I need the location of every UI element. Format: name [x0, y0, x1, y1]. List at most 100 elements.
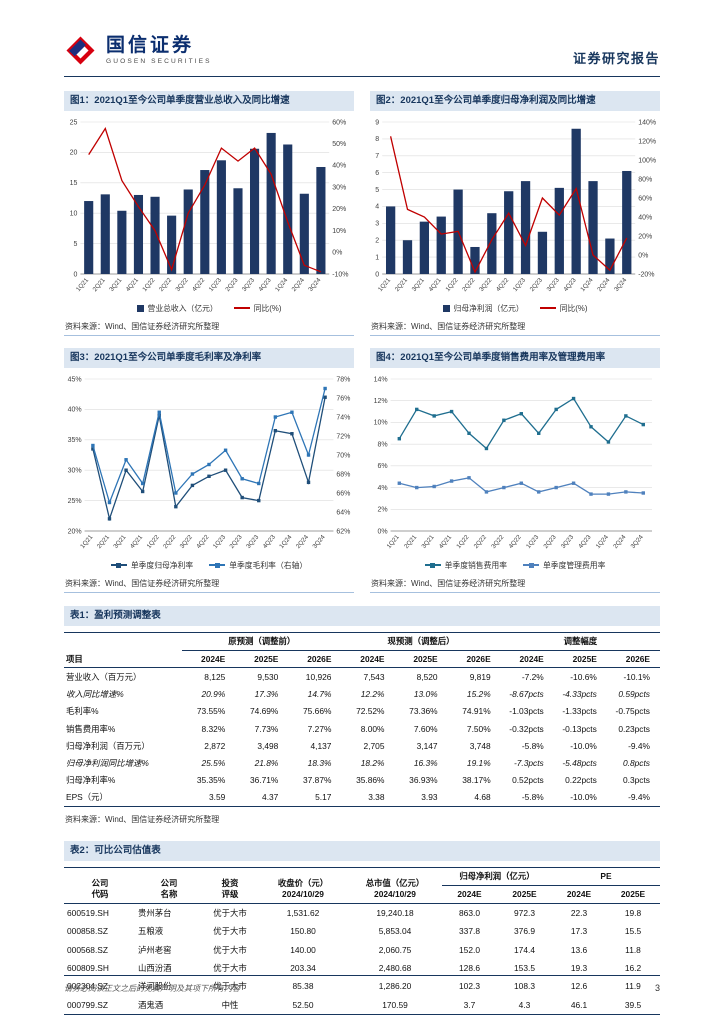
- cell-value: 170.59: [382, 999, 408, 1010]
- svg-text:140%: 140%: [638, 119, 656, 126]
- cell-value: 15.5: [624, 926, 642, 937]
- cell-value: 102.3: [459, 981, 480, 992]
- cell-value: -7.3pcts: [513, 758, 544, 768]
- svg-text:4Q22: 4Q22: [508, 533, 524, 550]
- cell-value: -0.75pcts: [615, 706, 650, 717]
- cell-value: 2,872: [204, 740, 226, 751]
- cell-value: 7,543: [363, 672, 385, 683]
- svg-text:62%: 62%: [336, 528, 350, 535]
- cell-value: 25.5%: [201, 758, 226, 768]
- cell-value: 9,530: [257, 672, 279, 683]
- svg-text:1Q24: 1Q24: [278, 533, 294, 550]
- legend-line-swatch: [209, 562, 226, 568]
- svg-text:3Q22: 3Q22: [490, 533, 506, 550]
- source-note: 资料来源：Wind、国信证券经济研究所整理: [64, 317, 354, 336]
- svg-text:3Q22: 3Q22: [174, 276, 190, 293]
- svg-text:4: 4: [375, 204, 379, 211]
- profit-forecast-section: 表1：盈利预测调整表 项目 原预测（调整前） 现预测（调整后） 调整幅度 202…: [64, 605, 660, 828]
- svg-text:68%: 68%: [336, 471, 350, 478]
- company-name: 泸州老窖: [138, 944, 172, 955]
- cell-value: 128.6: [459, 963, 480, 973]
- cell-value: 74.91%: [462, 706, 491, 717]
- cell-value: 0.8pcts: [622, 758, 650, 768]
- source-note: 资料来源：Wind、国信证券经济研究所整理: [64, 574, 354, 593]
- svg-text:6: 6: [375, 170, 379, 177]
- svg-text:2Q22: 2Q22: [162, 533, 178, 550]
- cell-value: -5.48pcts: [562, 758, 597, 768]
- table-row: 归母净利润（百万元） 2,872 3,498 4,137 2,705 3,147 3,748…: [64, 737, 660, 754]
- cell-value: 36.71%: [249, 775, 279, 786]
- legend-item: 单季度销售费用率: [424, 560, 507, 571]
- source-note: 资料来源：Wind、国信证券经济研究所整理: [370, 574, 660, 593]
- cell-value: -10.6%: [570, 672, 597, 683]
- svg-text:2Q24: 2Q24: [291, 276, 307, 293]
- cell-value: 3.93: [421, 792, 438, 803]
- svg-text:0: 0: [375, 271, 379, 278]
- row-label: 归母净利润同比增速%: [66, 758, 149, 768]
- cell-value: -4.33pcts: [562, 689, 597, 700]
- svg-text:3Q24: 3Q24: [307, 276, 323, 293]
- company-name: 洋河股份: [138, 981, 172, 992]
- svg-text:72%: 72%: [336, 433, 350, 440]
- svg-text:45%: 45%: [68, 376, 82, 383]
- company-name: 贵州茅台: [138, 907, 172, 918]
- svg-text:4Q23: 4Q23: [562, 276, 578, 293]
- cell-value: 2,705: [363, 740, 385, 751]
- cell-value: 7.50%: [466, 723, 491, 734]
- source-note: 资料来源：Wind、国信证券经济研究所整理: [65, 814, 220, 824]
- legend-item: 归母净利润（亿元）: [442, 303, 524, 314]
- table-row: 归母净利润同比增速% 25.5% 21.8% 18.3% 18.2% 16.3% 19.1%…: [64, 754, 660, 771]
- table-row: EPS（元） 3.59 4.37 5.17 3.38 3.93 4.68 -5.8% -10.0…: [64, 789, 660, 807]
- guosen-logo: 国信证券 GUOSEN SECURITIES: [64, 34, 212, 67]
- cell-value: 5,853.04: [378, 926, 412, 937]
- svg-text:2Q21: 2Q21: [92, 276, 108, 293]
- cell-value: 337.8: [459, 926, 480, 937]
- cell-value: 35.35%: [196, 775, 226, 786]
- cell-value: 10,926: [305, 672, 332, 683]
- svg-text:14%: 14%: [374, 376, 388, 383]
- svg-text:1Q24: 1Q24: [595, 533, 611, 550]
- row-label: 归母净利润（百万元）: [66, 740, 150, 751]
- cell-value: 21.8%: [254, 758, 279, 768]
- svg-text:0%: 0%: [377, 528, 387, 535]
- cell-value: 46.1: [570, 999, 588, 1010]
- cell-value: 972.3: [514, 907, 535, 918]
- svg-text:50%: 50%: [332, 141, 346, 148]
- cell-value: 0.23pcts: [618, 723, 650, 734]
- svg-text:2Q24: 2Q24: [596, 276, 612, 293]
- cell-value: 19.8: [624, 907, 642, 918]
- chart-grid: 图1：2021Q1至今公司单季度营业总收入及同比增速 0 5 10 15 20 25 -10…: [64, 91, 660, 593]
- cell-value: 19,240.18: [376, 907, 414, 918]
- cell-value: 0.52pcts: [512, 775, 544, 786]
- cell-value: 0.3pcts: [622, 775, 650, 786]
- cell-value: -1.03pcts: [509, 706, 544, 717]
- year-header: 2026E: [288, 650, 342, 669]
- chart-legend: 营业总收入（亿元） 同比(%): [64, 303, 354, 314]
- svg-text:4Q21: 4Q21: [438, 533, 454, 550]
- cell-value: 1,286.20: [378, 981, 412, 992]
- table-row: 600519.SH 贵州茅台 优于大市 1,531.62 19,240.18 863.0 9…: [64, 903, 660, 922]
- svg-text:60%: 60%: [638, 195, 652, 202]
- cell-value: 73.55%: [196, 706, 226, 717]
- svg-text:64%: 64%: [336, 509, 350, 516]
- legend-item: 同比(%): [539, 303, 587, 314]
- svg-text:2Q23: 2Q23: [529, 276, 545, 293]
- cell-value: 22.3: [570, 907, 588, 918]
- legend-label: 归母净利润（亿元）: [453, 303, 524, 313]
- year-header: 2025E: [606, 885, 660, 904]
- cell-value: 16.2: [624, 963, 642, 973]
- cell-value: 52.50: [292, 999, 314, 1010]
- company-code: 002304.SZ: [67, 981, 108, 992]
- legend-label: 营业总收入（亿元）: [147, 303, 218, 313]
- brand-name-en: GUOSEN SECURITIES: [106, 58, 212, 66]
- legend-line-swatch: [523, 562, 539, 568]
- svg-text:1Q23: 1Q23: [512, 276, 528, 293]
- svg-text:4Q21: 4Q21: [125, 276, 141, 293]
- cell-value: 3.7: [463, 999, 476, 1010]
- cell-value: -0.32pcts: [509, 723, 544, 734]
- year-header: 2026E: [606, 650, 660, 669]
- svg-text:4Q21: 4Q21: [428, 276, 444, 293]
- svg-text:25%: 25%: [68, 498, 82, 505]
- row-label: 销售费用率%: [66, 723, 116, 734]
